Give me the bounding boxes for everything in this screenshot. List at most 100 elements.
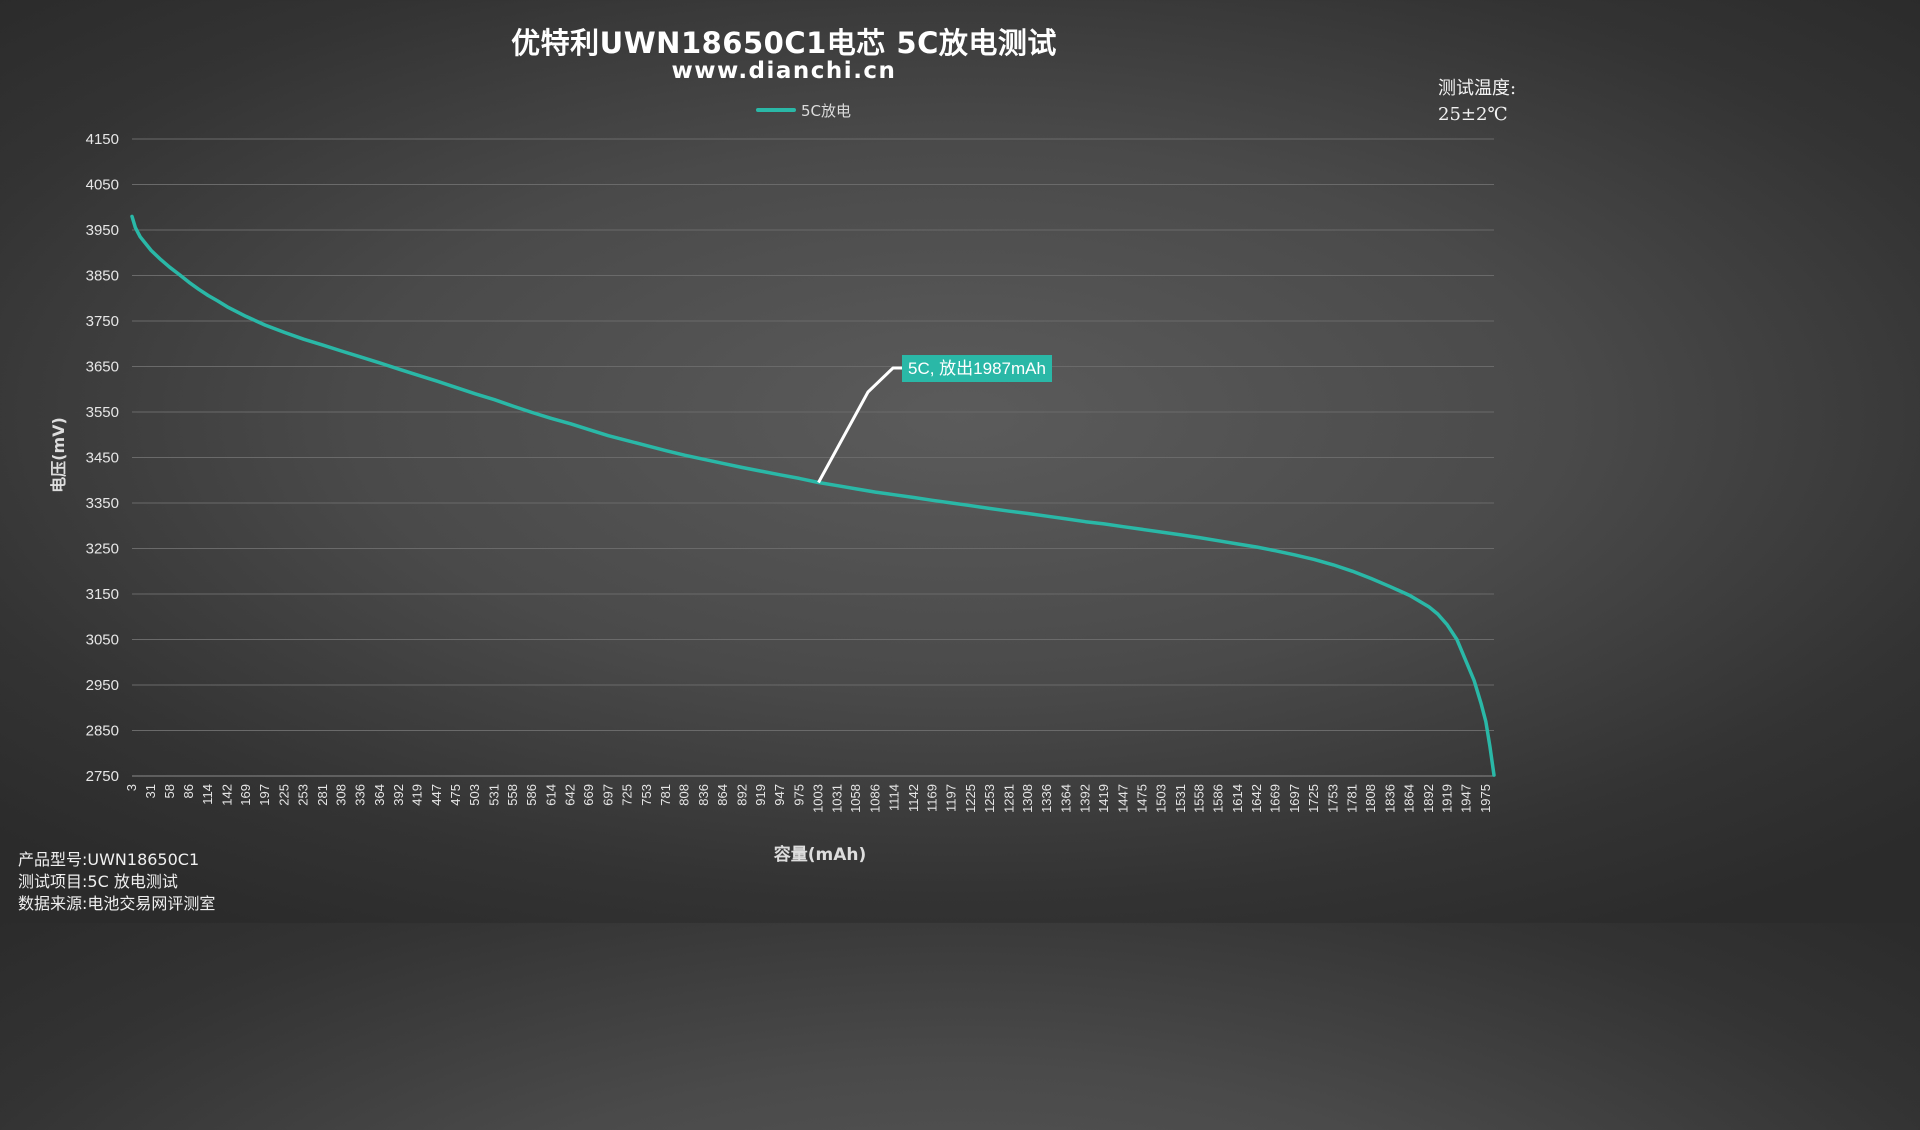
x-tick-label: 225 [276, 784, 291, 806]
gridlines [132, 138, 1494, 777]
chart-subtitle: www.dianchi.cn [671, 58, 897, 84]
x-tick-label: 558 [505, 784, 520, 806]
x-tick-label: 1058 [848, 784, 863, 813]
x-tick-label: 864 [715, 784, 730, 806]
temperature-value: 25±2℃ [1438, 104, 1508, 125]
x-tick-label: 947 [772, 784, 787, 806]
y-axis-label: 电压(mV) [49, 417, 68, 493]
x-tick-label: 1281 [1001, 784, 1016, 813]
test-temperature: 测试温度: 25±2℃ [1438, 76, 1516, 128]
x-tick-label: 697 [600, 784, 615, 806]
y-axis-ticks: 4150 4050 3950 3850 3750 3650 3550 3450 3350 3250… [86, 131, 119, 785]
x-tick-label: 1531 [1173, 784, 1188, 813]
x-tick-label: 1503 [1154, 784, 1169, 813]
legend-swatch [756, 108, 796, 112]
legend: 5C放电 [756, 101, 852, 120]
x-tick-label: 1447 [1115, 784, 1130, 813]
x-tick-label: 1725 [1306, 784, 1321, 813]
x-tick-label: 1169 [924, 784, 939, 812]
x-tick-label: 1031 [830, 784, 845, 813]
x-tick-label: 1336 [1039, 784, 1054, 813]
x-tick-label: 614 [543, 784, 558, 806]
x-tick-label: 586 [524, 784, 539, 806]
y-tick-label: 3950 [86, 222, 119, 239]
x-tick-label: 1614 [1230, 784, 1245, 813]
legend-label: 5C放电 [801, 101, 852, 120]
annotation-label: 5C, 放出1987mAh [902, 355, 1052, 382]
x-tick-label: 503 [467, 784, 482, 806]
x-tick-label: 975 [791, 784, 806, 806]
x-tick-label: 31 [143, 784, 158, 798]
x-tick-label: 669 [581, 784, 596, 806]
data-source: 数据来源:电池交易网评测室 [18, 894, 216, 913]
x-tick-label: 1197 [944, 784, 959, 812]
x-tick-label: 281 [315, 784, 330, 806]
y-tick-label: 3550 [86, 404, 119, 421]
x-tick-label: 419 [410, 784, 425, 806]
x-tick-label: 308 [333, 784, 348, 806]
x-tick-label: 58 [162, 784, 177, 798]
y-tick-label: 2750 [86, 768, 119, 785]
x-tick-label: 1919 [1439, 784, 1454, 813]
series-layer [130, 214, 1496, 777]
x-tick-label: 197 [257, 784, 272, 806]
y-tick-label: 4150 [86, 131, 119, 148]
x-tick-label: 919 [753, 784, 768, 806]
annotation-leader [817, 366, 902, 484]
x-tick-label: 3 [124, 784, 139, 791]
y-tick-label: 3250 [86, 541, 119, 558]
x-axis-ticks: 3 31 58 86 114 142 169 197 225 253 281 308 336 364 392… [124, 784, 1493, 813]
y-tick-label: 3750 [86, 313, 119, 330]
x-tick-label: 1475 [1135, 784, 1150, 813]
x-tick-label: 642 [563, 784, 578, 806]
y-tick-label: 3850 [86, 268, 119, 285]
y-tick-label: 4050 [86, 177, 119, 194]
product-model: 产品型号:UWN18650C1 [18, 850, 200, 869]
x-tick-label: 1086 [867, 784, 882, 813]
x-tick-label: 253 [296, 784, 311, 806]
y-tick-label: 3150 [86, 586, 119, 603]
x-tick-label: 781 [658, 784, 673, 806]
x-tick-label: 1892 [1421, 784, 1436, 813]
x-tick-label: 892 [734, 784, 749, 806]
x-tick-label: 1836 [1382, 784, 1397, 813]
x-tick-label: 475 [448, 784, 463, 806]
x-tick-label: 753 [639, 784, 654, 806]
x-tick-label: 1781 [1345, 784, 1360, 813]
x-tick-label: 808 [677, 784, 692, 806]
test-item: 测试项目:5C 放电测试 [18, 872, 178, 891]
x-tick-label: 1419 [1096, 784, 1111, 813]
annotation-leader-line [817, 366, 902, 484]
x-axis-label: 容量(mAh) [773, 845, 867, 865]
x-tick-label: 1642 [1249, 784, 1264, 813]
x-tick-label: 114 [200, 784, 215, 805]
x-tick-label: 836 [696, 784, 711, 806]
x-tick-label: 1947 [1459, 784, 1474, 813]
y-tick-label: 2850 [86, 723, 119, 740]
x-tick-label: 1364 [1058, 784, 1073, 813]
x-tick-label: 1142 [906, 784, 921, 812]
x-tick-label: 169 [238, 784, 253, 806]
x-tick-label: 1697 [1287, 784, 1302, 813]
y-tick-label: 3650 [86, 359, 119, 376]
x-tick-label: 1669 [1268, 784, 1283, 813]
x-tick-label: 1308 [1020, 784, 1035, 813]
chart-title: 优特利UWN18650C1电芯 5C放电测试 [511, 26, 1057, 60]
x-tick-label: 1753 [1325, 784, 1340, 813]
x-tick-label: 336 [353, 784, 368, 806]
y-tick-label: 2950 [86, 677, 119, 694]
x-tick-label: 1253 [982, 784, 997, 813]
x-tick-label: 142 [219, 784, 234, 806]
chart-canvas: 4150 4050 3950 3850 3750 3650 3550 3450 3350 3250… [86, 131, 1496, 813]
x-tick-label: 1003 [810, 784, 825, 813]
x-tick-label: 1586 [1211, 784, 1226, 813]
test-info: 产品型号:UWN18650C1 测试项目:5C 放电测试 数据来源:电池交易网评… [18, 849, 215, 915]
x-tick-label: 1392 [1078, 784, 1093, 813]
x-tick-label: 1975 [1478, 784, 1493, 813]
x-tick-label: 1114 [887, 784, 902, 811]
x-tick-label: 1864 [1402, 784, 1417, 813]
x-tick-label: 1225 [963, 784, 978, 813]
y-tick-label: 3350 [86, 495, 119, 512]
x-tick-label: 1558 [1191, 784, 1206, 813]
y-tick-label: 3450 [86, 450, 119, 467]
